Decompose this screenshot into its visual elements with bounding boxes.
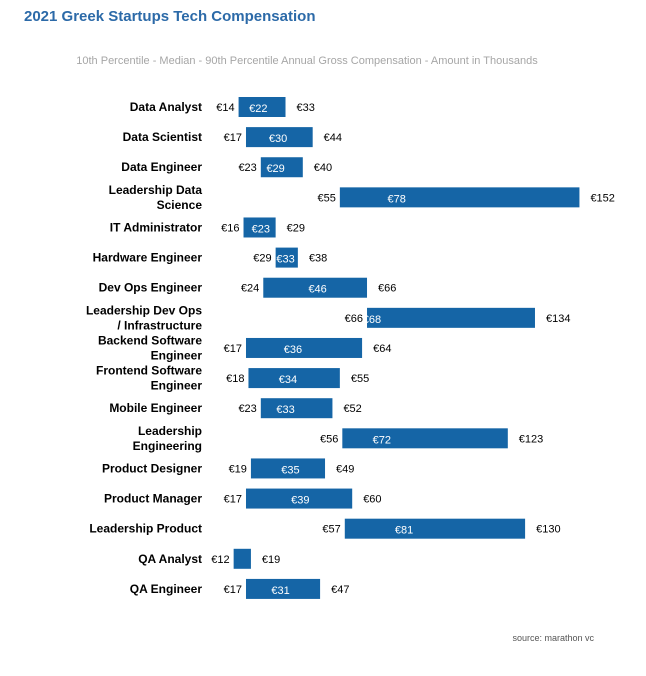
median-label: €35	[281, 464, 299, 476]
p10-label: €29	[253, 253, 271, 265]
category-label: Leadership Dev Ops / Infrastructure	[86, 303, 202, 332]
category-label: Mobile Engineer	[109, 401, 202, 415]
median-label: €46	[308, 284, 326, 296]
p90-label: €49	[336, 463, 354, 475]
p90-label: €38	[309, 253, 327, 265]
p10-label: €23	[238, 403, 256, 415]
median-label: €34	[279, 374, 297, 386]
range-bar	[342, 428, 508, 449]
median-label: €30	[269, 133, 287, 145]
category-label: Product Manager	[104, 492, 202, 506]
range-bar	[245, 127, 313, 148]
chart-source: source: marathon vc	[512, 633, 594, 643]
median-label: €68	[363, 314, 381, 326]
p90-label: €33	[297, 102, 315, 114]
category-label: Backend Software Engineer	[98, 333, 202, 362]
category-label: IT Administrator	[110, 220, 203, 234]
p10-label: €24	[241, 283, 259, 295]
category-label: Data Analyst	[130, 100, 202, 114]
range-bar	[339, 187, 580, 208]
p10-label: €18	[226, 373, 244, 385]
category-label: QA Engineer	[130, 582, 203, 596]
range-bar	[260, 398, 333, 419]
range-bar	[250, 458, 326, 479]
p10-label: €16	[221, 222, 239, 234]
p90-label: €40	[314, 162, 332, 174]
p90-label: €44	[324, 132, 342, 144]
p10-label: €55	[317, 192, 335, 204]
p90-label: €55	[351, 373, 369, 385]
chart-title: 2021 Greek Startups Tech Compensation	[24, 8, 316, 25]
p90-label: €152	[590, 192, 614, 204]
category-label: Data Engineer	[121, 160, 202, 174]
p90-label: €52	[343, 403, 361, 415]
median-label: €22	[249, 103, 267, 115]
p90-label: €60	[363, 494, 381, 506]
median-label: €31	[271, 585, 289, 597]
category-label: Product Designer	[102, 461, 202, 475]
p90-label: €134	[546, 313, 570, 325]
range-bar	[275, 247, 298, 268]
range-bar	[248, 368, 340, 389]
median-label: €33	[276, 404, 294, 416]
range-bar	[238, 97, 286, 117]
p90-label: €64	[373, 343, 391, 355]
p10-label: €66	[345, 313, 363, 325]
median-label: €72	[373, 434, 391, 446]
p10-label: €19	[229, 463, 247, 475]
p10-label: €17	[224, 132, 242, 144]
median-label: €29	[266, 163, 284, 175]
range-bar	[243, 217, 276, 238]
category-label: Leadership Engineering	[133, 424, 202, 453]
range-bar	[263, 277, 368, 298]
p90-label: €66	[378, 283, 396, 295]
category-label: Data Scientist	[123, 130, 202, 144]
p10-label: €17	[224, 494, 242, 506]
median-label: €81	[395, 525, 413, 537]
range-bar	[245, 578, 321, 599]
range-bar	[245, 337, 363, 358]
category-label: Leadership Product	[89, 522, 202, 536]
range-bar	[260, 157, 303, 178]
p10-label: €17	[224, 584, 242, 596]
p10-label: €23	[238, 162, 256, 174]
p90-label: €19	[262, 554, 280, 566]
median-label: €39	[291, 495, 309, 507]
median-label: €78	[387, 193, 405, 205]
median-label: €33	[276, 254, 294, 266]
p90-label: €47	[331, 584, 349, 596]
range-bar	[245, 488, 353, 509]
range-bar	[233, 548, 251, 569]
median-label: €23	[252, 223, 270, 235]
p10-label: €57	[322, 524, 340, 536]
p10-label: €17	[224, 343, 242, 355]
category-label: Frontend Software Engineer	[96, 364, 202, 393]
range-bar	[367, 307, 535, 328]
p90-label: €123	[519, 433, 543, 445]
category-label: Hardware Engineer	[93, 251, 203, 265]
category-label: Dev Ops Engineer	[99, 281, 203, 295]
p10-label: €56	[320, 433, 338, 445]
category-label: QA Analyst	[138, 552, 202, 566]
p10-label: €12	[211, 554, 229, 566]
p10-label: €14	[216, 102, 234, 114]
chart-subtitle: 10th Percentile - Median - 90th Percenti…	[76, 55, 538, 67]
p90-label: €130	[536, 524, 560, 536]
median-label: €36	[284, 344, 302, 356]
p90-label: €29	[287, 222, 305, 234]
range-bar	[344, 518, 526, 539]
category-label: Leadership Data Science	[109, 183, 203, 212]
